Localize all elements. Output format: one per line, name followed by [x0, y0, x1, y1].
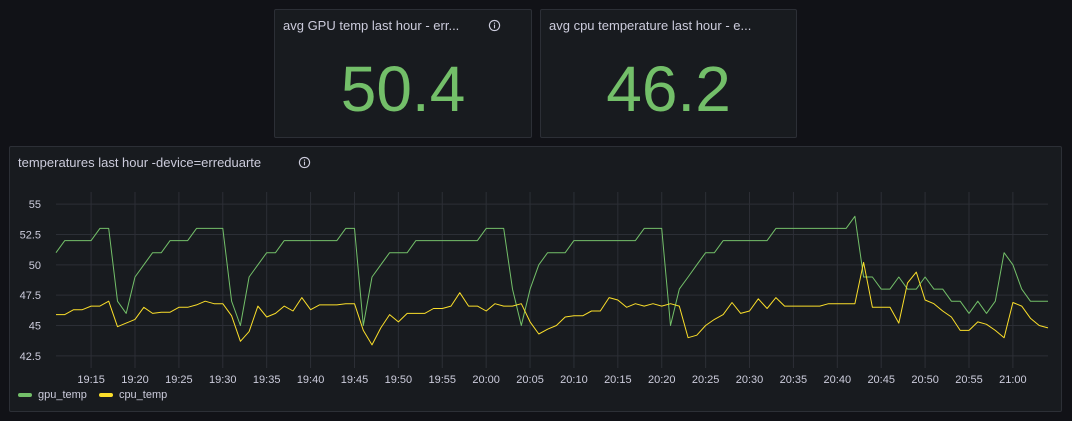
x-tick-label: 19:45 [341, 374, 369, 386]
series-line-gpu-temp[interactable] [55, 215, 1048, 326]
y-tick-label: 47.5 [20, 290, 41, 302]
x-tick-label: 20:15 [604, 374, 632, 386]
x-tick-label: 20:30 [736, 374, 764, 386]
x-tick-label: 21:00 [999, 374, 1027, 386]
y-tick-label: 42.5 [20, 351, 41, 363]
x-tick-label: 19:20 [121, 374, 149, 386]
gpu-stat-panel[interactable]: avg GPU temp last hour - err... 50.4 [274, 9, 532, 138]
legend-label-cpu-temp: cpu_temp [118, 389, 168, 401]
gpu-temp-swatch [18, 393, 32, 397]
cpu-stat-title[interactable]: avg cpu temperature last hour - e... [549, 18, 752, 33]
x-tick-label: 20:35 [780, 374, 808, 386]
timeseries-title[interactable]: temperatures last hour -device=erreduart… [18, 155, 262, 170]
y-tick-label: 52.5 [20, 229, 41, 241]
x-tick-label: 19:40 [297, 374, 325, 386]
chart-legend: gpu_temp cpu_temp [18, 389, 167, 401]
cpu-stat-value: 46.2 [606, 53, 731, 125]
cpu-stat-panel[interactable]: avg cpu temperature last hour - e... 46.… [540, 9, 797, 138]
x-tick-label: 19:55 [428, 374, 456, 386]
info-icon[interactable] [488, 19, 501, 32]
x-tick-label: 20:40 [824, 374, 852, 386]
temperature-line-chart[interactable]: 42.5 45 47.5 50 52.5 55 19:15 19:20 19:25 19:30 1… [10, 147, 1061, 411]
y-tick-label: 55 [29, 199, 41, 211]
x-tick-label: 20:10 [560, 374, 588, 386]
y-tick-label: 45 [29, 321, 41, 333]
x-tick-label: 20:05 [516, 374, 544, 386]
x-tick-label: 20:25 [692, 374, 720, 386]
x-tick-label: 20:50 [911, 374, 939, 386]
x-tick-label: 20:55 [955, 374, 983, 386]
legend-item-gpu-temp[interactable]: gpu_temp [18, 389, 87, 401]
x-tick-label: 20:20 [648, 374, 676, 386]
legend-label-gpu-temp: gpu_temp [38, 389, 87, 401]
gpu-stat-title[interactable]: avg GPU temp last hour - err... [283, 18, 460, 33]
x-tick-label: 19:35 [253, 374, 281, 386]
x-tick-label: 19:25 [165, 374, 193, 386]
y-tick-label: 50 [29, 260, 41, 272]
gpu-stat-value: 50.4 [340, 53, 466, 125]
x-tick-label: 19:50 [385, 374, 413, 386]
legend-item-cpu-temp[interactable]: cpu_temp [98, 389, 168, 401]
x-tick-label: 20:00 [472, 374, 500, 386]
x-tick-label: 20:45 [867, 374, 895, 386]
x-tick-label: 19:15 [77, 374, 105, 386]
cpu-temp-swatch [98, 393, 113, 397]
info-icon[interactable] [298, 156, 311, 169]
series-line-cpu-temp[interactable] [56, 261, 1049, 346]
x-tick-label: 19:30 [209, 374, 237, 386]
temperatures-timeseries-panel[interactable]: temperatures last hour -device=erreduart… [9, 146, 1062, 412]
